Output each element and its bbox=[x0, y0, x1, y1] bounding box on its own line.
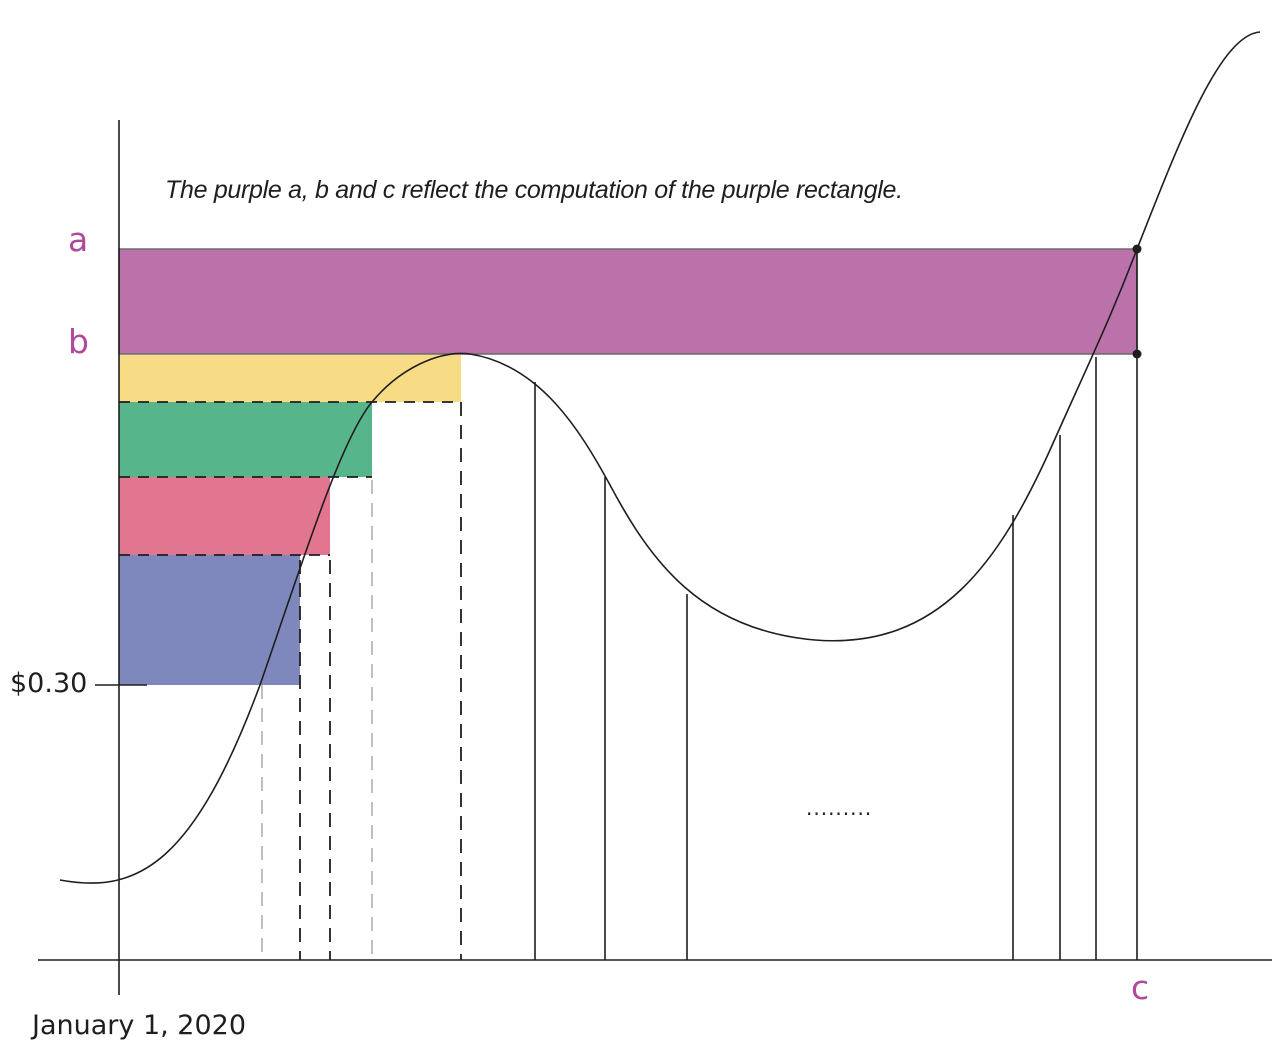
label-b: b bbox=[68, 322, 89, 361]
blue-band bbox=[119, 555, 300, 685]
price-curve bbox=[59, 31, 1261, 884]
point-b bbox=[1132, 349, 1142, 359]
yellow-band bbox=[119, 355, 461, 402]
price-label: $0.30 bbox=[10, 668, 88, 699]
date-label: January 1, 2020 bbox=[32, 1010, 246, 1041]
caption: The purple a, b and c reflect the comput… bbox=[165, 176, 903, 204]
green-band bbox=[119, 402, 372, 477]
point-a bbox=[1132, 244, 1142, 254]
pink-band bbox=[119, 477, 330, 555]
label-c: c bbox=[1131, 968, 1150, 1007]
purple-band bbox=[118, 248, 1138, 355]
ellipsis: ......... bbox=[806, 796, 873, 820]
label-a: a bbox=[68, 220, 89, 259]
